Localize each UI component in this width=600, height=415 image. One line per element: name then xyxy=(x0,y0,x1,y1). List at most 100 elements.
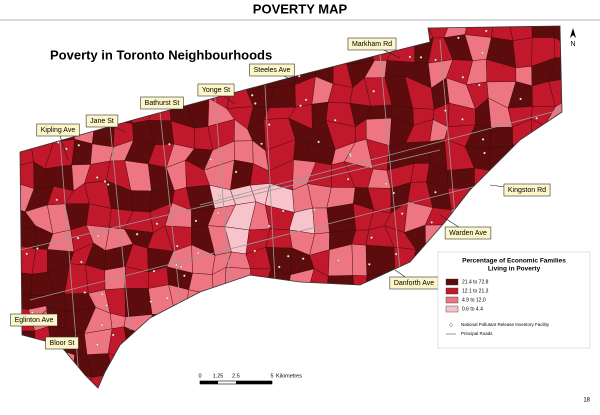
neighbourhood xyxy=(471,184,493,214)
neighbourhood xyxy=(291,376,313,388)
neighbourhood xyxy=(324,369,350,388)
facility xyxy=(55,198,58,202)
neighbourhood xyxy=(312,207,330,235)
scale-label: 2.5 xyxy=(232,373,240,379)
facility xyxy=(235,68,239,71)
facility xyxy=(317,140,320,144)
legend-swatch xyxy=(445,287,459,295)
facility xyxy=(288,283,291,286)
facility xyxy=(423,300,426,304)
road-label: Bathurst St xyxy=(140,96,191,116)
facility xyxy=(477,365,480,368)
neighbourhood xyxy=(464,369,496,388)
facility xyxy=(175,30,179,33)
legend-swatch xyxy=(445,296,459,304)
neighbourhood xyxy=(504,231,530,252)
neighbourhood xyxy=(530,118,552,152)
facility xyxy=(96,343,99,346)
facility xyxy=(254,102,257,105)
facility-label: National Pollutant Release Inventory Fac… xyxy=(461,322,550,327)
neighbourhood xyxy=(20,61,34,89)
facility xyxy=(505,222,508,225)
neighbourhood xyxy=(394,26,415,47)
neighbourhood xyxy=(104,374,132,388)
road-label-text: Kingston Rd xyxy=(508,187,546,194)
neighbourhood xyxy=(174,309,196,337)
facility xyxy=(234,170,238,174)
facility xyxy=(372,306,375,310)
neighbourhood xyxy=(164,64,193,86)
road-label-text: Jane St xyxy=(90,118,114,125)
neighbourhood xyxy=(190,26,216,40)
neighbourhood xyxy=(404,331,434,356)
facility xyxy=(386,302,389,305)
neighbourhood xyxy=(92,26,113,43)
neighbourhood xyxy=(265,284,295,316)
road-label-box xyxy=(197,83,235,97)
neighbourhood xyxy=(31,347,56,379)
facility xyxy=(221,341,225,345)
facility xyxy=(278,265,281,269)
facility xyxy=(472,213,475,217)
facility xyxy=(165,296,169,300)
neighbourhood xyxy=(303,292,336,314)
facility xyxy=(485,29,488,33)
neighbourhood xyxy=(224,310,254,334)
neighbourhood xyxy=(525,162,553,186)
facility xyxy=(175,263,178,267)
neighbourhood xyxy=(124,288,153,318)
neighbourhood xyxy=(226,372,255,388)
facility xyxy=(172,333,175,336)
neighbourhood xyxy=(508,169,534,183)
page-title: POVERTY MAP xyxy=(253,1,348,16)
facility xyxy=(407,359,410,362)
neighbourhood xyxy=(403,286,429,313)
neighbourhood xyxy=(149,369,176,388)
neighbourhood xyxy=(128,358,155,377)
road-label-text: Steeles Ave xyxy=(254,67,291,74)
neighbourhood xyxy=(387,372,410,388)
facility xyxy=(478,83,481,87)
facility xyxy=(348,343,352,347)
neighbourhood xyxy=(288,284,308,313)
road-label-text: Markham Rd xyxy=(352,41,392,48)
neighbourhood xyxy=(285,35,317,68)
facility xyxy=(461,118,464,121)
facility xyxy=(434,190,437,194)
neighbourhood xyxy=(326,275,355,297)
neighbourhood xyxy=(71,139,93,166)
neighbourhood xyxy=(303,369,330,388)
road-label: Eglinton Ave xyxy=(10,299,61,327)
neighbourhood xyxy=(544,368,562,388)
neighbourhood xyxy=(512,143,534,172)
facility xyxy=(444,109,447,112)
neighbourhood xyxy=(244,26,273,46)
facility xyxy=(337,259,340,262)
facility xyxy=(250,94,254,97)
neighbourhood xyxy=(226,349,255,377)
road-label-box xyxy=(347,37,397,51)
legend: Percentage of Economic Families Living i… xyxy=(437,251,591,349)
neighbourhood xyxy=(224,330,250,355)
neighbourhood xyxy=(444,370,472,388)
neighbourhood xyxy=(210,330,232,351)
facility xyxy=(430,221,433,224)
neighbourhood xyxy=(544,124,562,152)
neighbourhood xyxy=(20,271,33,296)
facility xyxy=(135,232,139,236)
facility xyxy=(520,213,524,217)
facility xyxy=(411,317,415,320)
neighbourhood xyxy=(404,351,434,381)
neighbourhood xyxy=(523,203,556,233)
facility xyxy=(544,348,548,351)
neighbourhood xyxy=(548,78,562,108)
neighbourhood xyxy=(85,82,111,106)
neighbourhood xyxy=(20,377,33,388)
facility xyxy=(57,141,60,144)
scale-unit: Kilometres xyxy=(276,373,302,379)
neighbourhood xyxy=(285,330,314,350)
facility xyxy=(481,51,484,55)
neighbourhood xyxy=(269,311,295,334)
neighbourhood xyxy=(303,309,336,331)
neighbourhood xyxy=(148,26,173,40)
